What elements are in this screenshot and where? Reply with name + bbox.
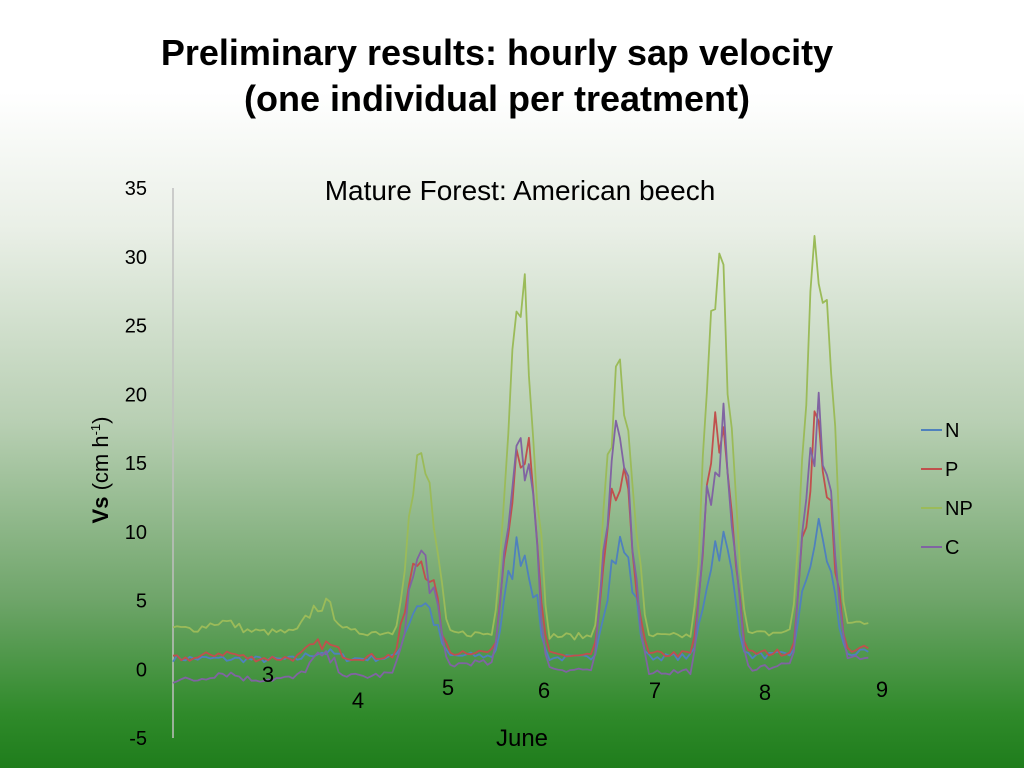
legend-label-np: NP: [945, 498, 973, 520]
slide-title-line-1: Preliminary results: hourly sap velocity: [160, 32, 834, 73]
y-tick-label: -5: [129, 728, 147, 750]
x-axis-label: June: [496, 725, 548, 752]
y-axis-label-symbol: Vs: [88, 497, 113, 524]
y-axis-label-close: ): [88, 417, 113, 424]
y-tick-label: 5: [136, 591, 147, 613]
day-label: 9: [876, 677, 888, 702]
y-tick-label: 25: [125, 316, 147, 338]
series-line-p: [172, 410, 869, 663]
y-tick-label: 15: [125, 453, 147, 475]
series-line-np: [172, 234, 869, 641]
legend: NP NP C: [921, 420, 973, 559]
y-tick-labels: 35 30 25 20 15 10 5 0 -5: [125, 178, 147, 750]
y-tick-label: 0: [136, 659, 147, 681]
day-label: 5: [442, 675, 454, 700]
day-labels: 3 4 5 6 7 8 9: [262, 662, 888, 713]
day-label: 8: [759, 680, 771, 705]
slide-title: Preliminary results: hourly sap velocity…: [0, 30, 994, 122]
day-label: 6: [538, 678, 550, 703]
y-axis-label-unit: (cm h: [88, 435, 113, 496]
legend-label-p: P: [945, 459, 958, 481]
y-axis-label-exponent: -1: [88, 424, 103, 436]
y-tick-label: 10: [125, 522, 147, 544]
series-line-c: [172, 391, 869, 684]
y-tick-label: 35: [125, 178, 147, 200]
slide-title-line-2: (one individual per treatment): [243, 78, 751, 119]
day-label: 7: [649, 678, 661, 703]
series-line-n: [172, 517, 869, 664]
y-tick-label: 20: [125, 384, 147, 406]
series-lines: [172, 234, 869, 684]
legend-label-n: N: [945, 420, 959, 442]
day-label: 4: [352, 688, 364, 713]
y-axis-label: Vs (cm h-1): [88, 417, 113, 524]
chart-title: Mature Forest: American beech: [325, 175, 716, 206]
y-tick-label: 30: [125, 247, 147, 269]
day-label: 3: [262, 662, 274, 687]
legend-label-c: C: [945, 537, 959, 559]
